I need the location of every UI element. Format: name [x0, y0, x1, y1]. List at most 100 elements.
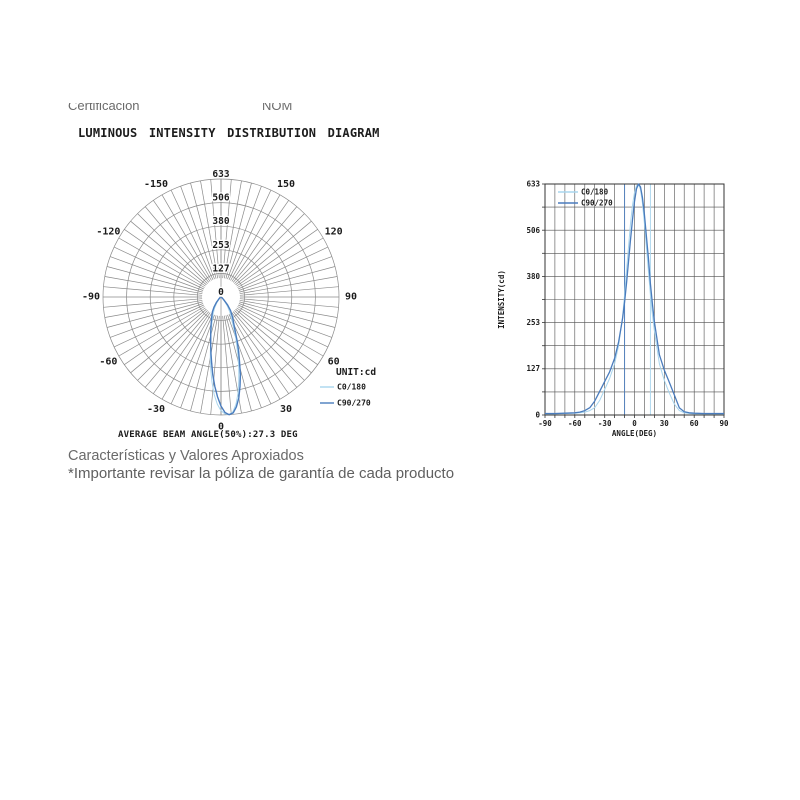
- polar-spoke: [239, 266, 336, 293]
- intensity-curve-C90-270: [545, 183, 724, 415]
- polar-spoke: [103, 286, 203, 296]
- polar-spoke: [130, 220, 207, 286]
- polar-spoke: [106, 266, 203, 293]
- polar-intensity-chart: 0 127 253 380 506 633 -150 -120 -90 -60 -30 0 30 60 90…: [82, 168, 376, 433]
- polar-spoke: [170, 314, 214, 405]
- plot-border: [544, 183, 725, 416]
- polar-spoke: [180, 314, 215, 409]
- polar-spoke: [200, 180, 219, 279]
- polar-spoke: [190, 315, 217, 412]
- polar-spoke: [104, 299, 203, 318]
- x-axis-title: ANGLE(DEG): [612, 429, 657, 438]
- polar-spoke: [227, 185, 262, 280]
- average-beam-angle-note: AVERAGE BEAM ANGLE(50%):27.3 DEG: [118, 430, 298, 440]
- polar-radial-tick-label: 506: [212, 193, 229, 204]
- x-tick-labels: -90 -60 -30 0 30 60 90: [538, 419, 729, 428]
- polar-spoke: [228, 189, 272, 280]
- polar-spoke: [118, 237, 205, 288]
- y-tick-label: 0: [535, 411, 540, 420]
- polar-spoke: [153, 200, 211, 282]
- polar-spoke: [222, 179, 232, 279]
- polar-radial-tick-label: 127: [212, 263, 229, 274]
- polar-spoke: [124, 307, 206, 365]
- polar-angle-label: -90: [82, 292, 100, 303]
- polar-spoke: [223, 180, 242, 279]
- polar-spoke: [235, 308, 312, 374]
- x-tick-label: 60: [690, 419, 700, 428]
- polar-angle-label: 0: [218, 422, 224, 433]
- y-tick-label: 253: [526, 318, 540, 327]
- polar-spoke: [234, 310, 305, 381]
- polar-spoke: [236, 229, 318, 287]
- polar-curve-C90-270: [209, 296, 242, 416]
- polar-spoke: [239, 301, 336, 328]
- y-tick-label: 380: [526, 272, 540, 281]
- polar-spoke: [170, 189, 214, 280]
- polar-spoke: [236, 307, 318, 365]
- polar-angle-label: -30: [147, 404, 165, 415]
- polar-spoke: [161, 194, 212, 281]
- x-tick-label: -30: [598, 419, 612, 428]
- polar-legend-label: C90/270: [337, 399, 371, 408]
- polar-spoke: [190, 182, 217, 279]
- polar-grid: [102, 178, 340, 416]
- cartesian-grid: [544, 183, 725, 416]
- polar-spoke: [235, 220, 312, 286]
- polar-spoke: [222, 315, 232, 415]
- x-tick-label: 30: [660, 419, 670, 428]
- polar-spoke: [118, 306, 205, 357]
- polar-spoke: [113, 246, 204, 290]
- header-row: Certificación NOM: [68, 103, 488, 118]
- y-axis-title: INTENSITY(cd): [497, 270, 506, 329]
- y-tick-label: 633: [526, 180, 540, 189]
- y-tick-labels: 0 127 253 380 506 633: [526, 180, 540, 420]
- polar-spoke: [137, 310, 208, 381]
- polar-spoke: [161, 313, 212, 400]
- intensity-curve-C0-180: [545, 183, 724, 415]
- polar-spoke: [231, 200, 289, 282]
- cartesian-intensity-chart: -90 -60 -30 0 30 60 90 0 127 253 380 506 633 ANGLE(DE…: [497, 180, 729, 439]
- polar-angle-label: 90: [345, 292, 357, 303]
- polar-radial-tick-label: 633: [212, 169, 229, 180]
- x-tick-label: -90: [538, 419, 552, 428]
- polar-spoke: [124, 229, 206, 287]
- x-tick-label: 0: [632, 419, 637, 428]
- polar-angle-label: -60: [99, 357, 117, 368]
- polar-spoke: [230, 194, 281, 281]
- polar-spoke: [210, 315, 220, 415]
- polar-spoke: [104, 276, 203, 295]
- diagram-title: LUMINOUS INTENSITY DISTRIBUTION DIAGRAM: [78, 126, 380, 140]
- polar-angle-label: 150: [277, 179, 295, 190]
- polar-spoke: [239, 298, 339, 308]
- polar-angle-label: -120: [96, 227, 120, 238]
- polar-spoke: [239, 299, 338, 318]
- polar-angle-label: 30: [280, 404, 292, 415]
- x-tick-label: 90: [719, 419, 729, 428]
- polar-spoke: [109, 256, 204, 291]
- polar-spoke: [144, 311, 210, 388]
- polar-angle-label: 120: [325, 227, 343, 238]
- polar-spoke: [238, 304, 329, 348]
- polar-spoke: [106, 301, 203, 328]
- polar-spoke: [109, 303, 204, 338]
- polar-radial-tick-label: 380: [212, 216, 229, 227]
- header-nom-label: NOM: [262, 103, 293, 113]
- polar-spoke: [230, 313, 281, 400]
- polar-spoke: [153, 312, 211, 394]
- polar-spoke: [239, 286, 339, 296]
- polar-spoke: [137, 213, 208, 284]
- polar-spoke: [238, 256, 333, 291]
- polar-legend: UNIT:cd C0/180 C90/270: [320, 367, 376, 408]
- polar-spoke: [237, 306, 324, 357]
- polar-spoke: [238, 246, 329, 290]
- polar-spoke: [234, 213, 305, 284]
- polar-radial-tick-label: 0: [218, 287, 224, 298]
- polar-radial-tick-labels: 0 127 253 380 506 633: [211, 168, 231, 300]
- y-tick-label: 127: [526, 364, 540, 373]
- polar-spoke: [210, 179, 220, 279]
- x-tick-label: -60: [568, 419, 582, 428]
- polar-radial-tick-label: 253: [212, 240, 229, 251]
- footer-note-characteristics: Características y Valores Aproxiados: [68, 448, 304, 464]
- polar-spoke: [227, 314, 262, 409]
